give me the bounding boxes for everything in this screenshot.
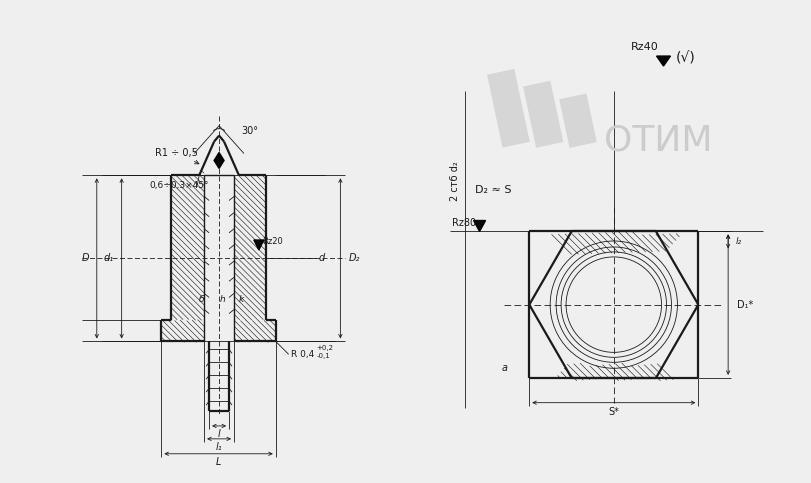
Text: Rz40: Rz40: [630, 42, 658, 52]
Text: 2 стб d₂: 2 стб d₂: [449, 161, 459, 201]
Text: 0,6÷0,3×45°: 0,6÷0,3×45°: [149, 181, 208, 190]
Polygon shape: [473, 221, 485, 231]
Polygon shape: [254, 240, 264, 250]
Text: S*: S*: [607, 407, 619, 417]
Text: h: h: [219, 295, 225, 304]
Text: R 0,4: R 0,4: [290, 350, 314, 359]
Text: D₂ ≈ S: D₂ ≈ S: [474, 185, 510, 195]
Text: D₂: D₂: [348, 254, 359, 263]
Text: Rz80: Rz80: [452, 217, 476, 227]
Text: -0,1: -0,1: [316, 354, 330, 359]
FancyBboxPatch shape: [559, 94, 596, 148]
Text: б: б: [198, 295, 204, 304]
FancyBboxPatch shape: [522, 81, 563, 148]
Text: k: k: [238, 295, 243, 304]
Text: L: L: [216, 457, 221, 467]
Text: (√): (√): [675, 51, 694, 65]
Text: D: D: [81, 254, 88, 263]
FancyBboxPatch shape: [487, 69, 529, 148]
Text: l₂: l₂: [736, 237, 741, 246]
Polygon shape: [214, 153, 224, 169]
Text: l: l: [217, 429, 220, 439]
Text: d₁: d₁: [104, 254, 114, 263]
Polygon shape: [656, 56, 670, 66]
Text: ОТИМ: ОТИМ: [603, 124, 712, 157]
Text: +0,2: +0,2: [316, 345, 333, 351]
Text: l₁: l₁: [216, 442, 222, 452]
Text: Rz20: Rz20: [261, 237, 282, 246]
Text: 30°: 30°: [241, 126, 258, 136]
Text: a: a: [501, 363, 507, 373]
Text: R1 ÷ 0,5: R1 ÷ 0,5: [155, 147, 199, 164]
Text: D₁*: D₁*: [736, 299, 753, 310]
Text: d: d: [318, 254, 324, 263]
